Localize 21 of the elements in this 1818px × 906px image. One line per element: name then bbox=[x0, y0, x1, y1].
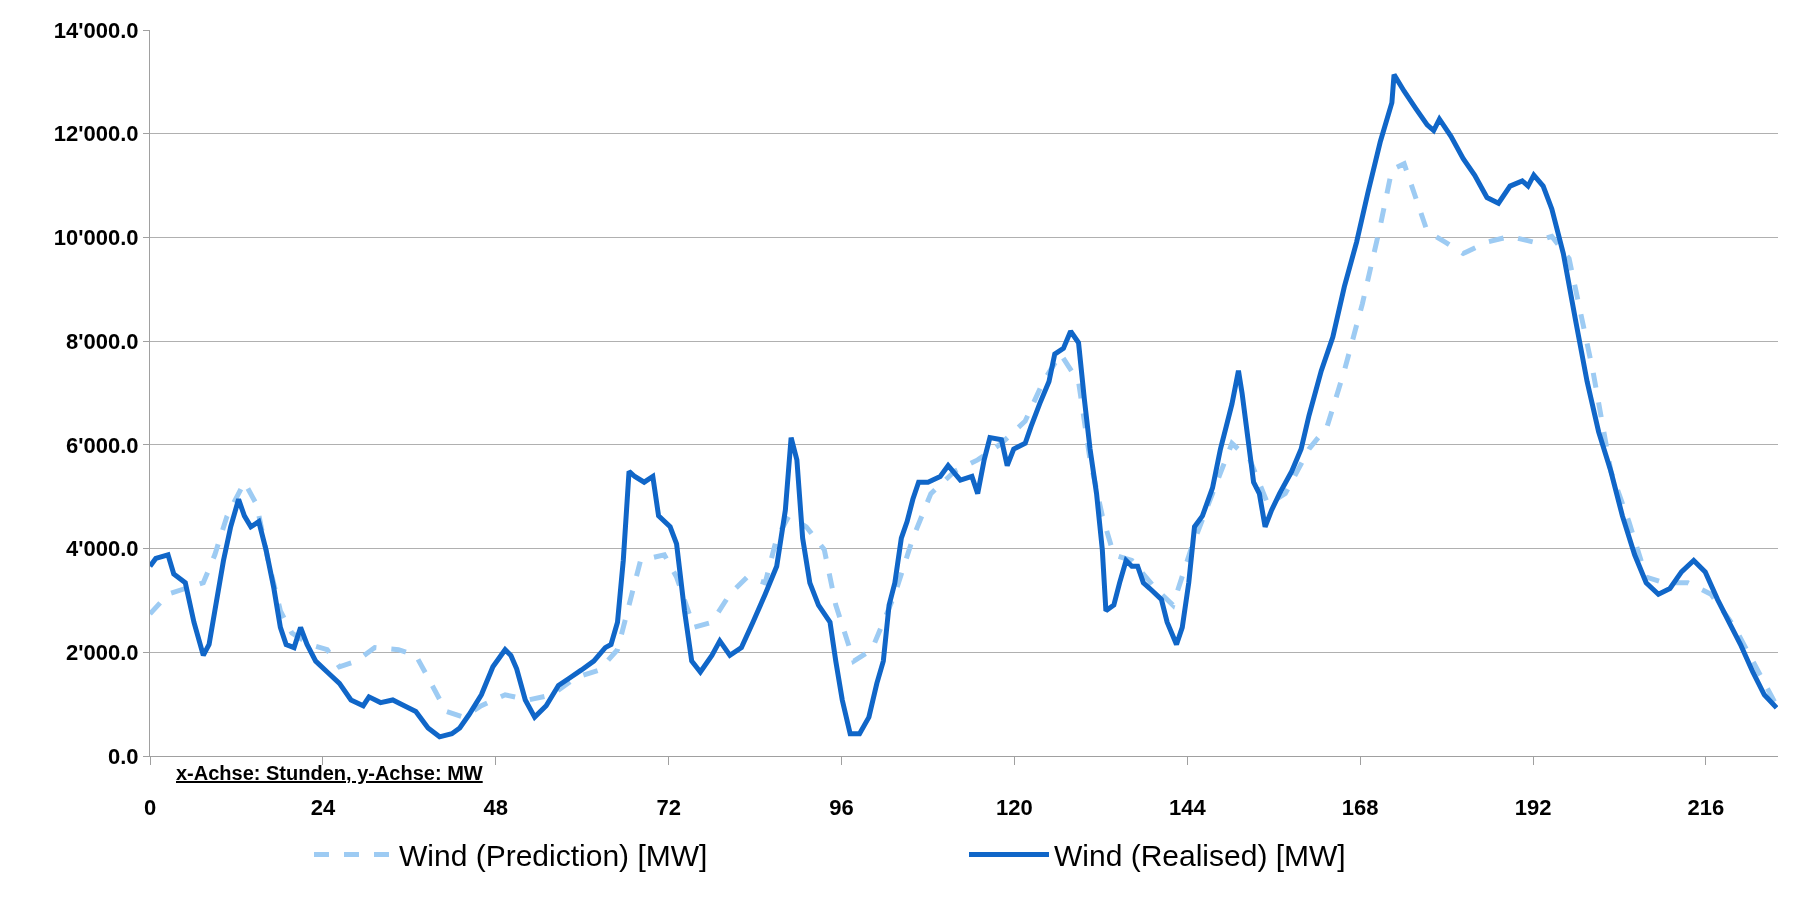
x-tick-label: 168 bbox=[1341, 795, 1379, 821]
x-tick-label: 0 bbox=[143, 795, 157, 821]
y-tick-label: 12'000.0 bbox=[53, 121, 139, 147]
x-tick-label: 72 bbox=[656, 795, 681, 821]
x-tick-label: 216 bbox=[1687, 795, 1725, 821]
legend-label: Wind (Prediction) [MW] bbox=[399, 839, 708, 873]
y-tick-label: 2'000.0 bbox=[66, 639, 139, 665]
y-tick-label: 10'000.0 bbox=[53, 225, 139, 251]
y-tick-label: 8'000.0 bbox=[66, 328, 139, 354]
y-tick-label: 6'000.0 bbox=[66, 432, 139, 458]
x-tick-label: 192 bbox=[1514, 795, 1552, 821]
text: x-Achse: Stunden, y-Achse: MW bbox=[176, 762, 483, 784]
x-tick-label: 96 bbox=[829, 795, 854, 821]
y-tick-label: 14'000.0 bbox=[53, 17, 139, 43]
y-tick-label: 0.0 bbox=[108, 743, 139, 769]
x-tick-label: 144 bbox=[1168, 795, 1207, 821]
x-tick-label: 24 bbox=[310, 795, 336, 821]
x-tick-label: 48 bbox=[483, 795, 509, 821]
y-tick-label: 4'000.0 bbox=[66, 536, 139, 562]
x-tick-label: 120 bbox=[996, 795, 1033, 821]
legend-label: Wind (Realised) [MW] bbox=[1054, 839, 1346, 873]
